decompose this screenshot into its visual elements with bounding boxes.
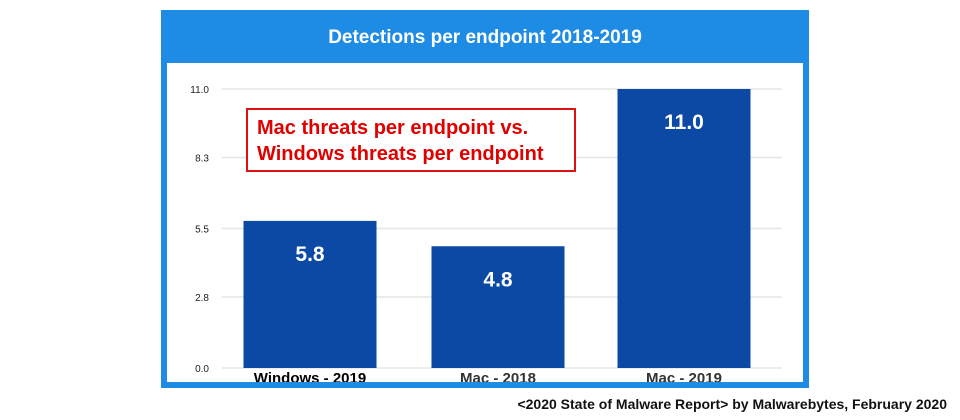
chart-area: 0.0 2.8 5.5 8.3 11.0 5.8 Windows - 2019 4.8 Mac … [167, 63, 803, 382]
bar [617, 89, 751, 368]
annotation-box: Mac threats per endpoint vs. Windows thr… [246, 108, 576, 172]
y-tick-label: 2.8 [195, 293, 209, 304]
chart-frame: Detections per endpoint 2018-2019 0.0 2.8… [161, 10, 809, 388]
y-tick-label: 5.5 [195, 225, 209, 236]
y-tick-label: 0.0 [195, 364, 209, 375]
bar [431, 246, 565, 368]
bar-chart: 0.0 2.8 5.5 8.3 11.0 5.8 Windows - 2019 4.8 Mac … [190, 85, 782, 382]
y-tick-label: 8.3 [195, 153, 209, 164]
bar-value-label: 4.8 [483, 268, 513, 291]
bar-value-label: 11.0 [664, 111, 704, 134]
bar [243, 220, 377, 368]
x-category-label: Windows - 2019 [254, 370, 366, 382]
y-tick-label: 11.0 [190, 85, 209, 96]
source-caption: <2020 State of Malware Report> by Malwar… [517, 396, 947, 412]
x-category-label: Mac - 2019 [646, 370, 722, 382]
chart-title: Detections per endpoint 2018-2019 [328, 27, 642, 48]
x-category-label: Mac - 2018 [460, 370, 536, 382]
bar-value-label: 5.8 [295, 243, 325, 266]
